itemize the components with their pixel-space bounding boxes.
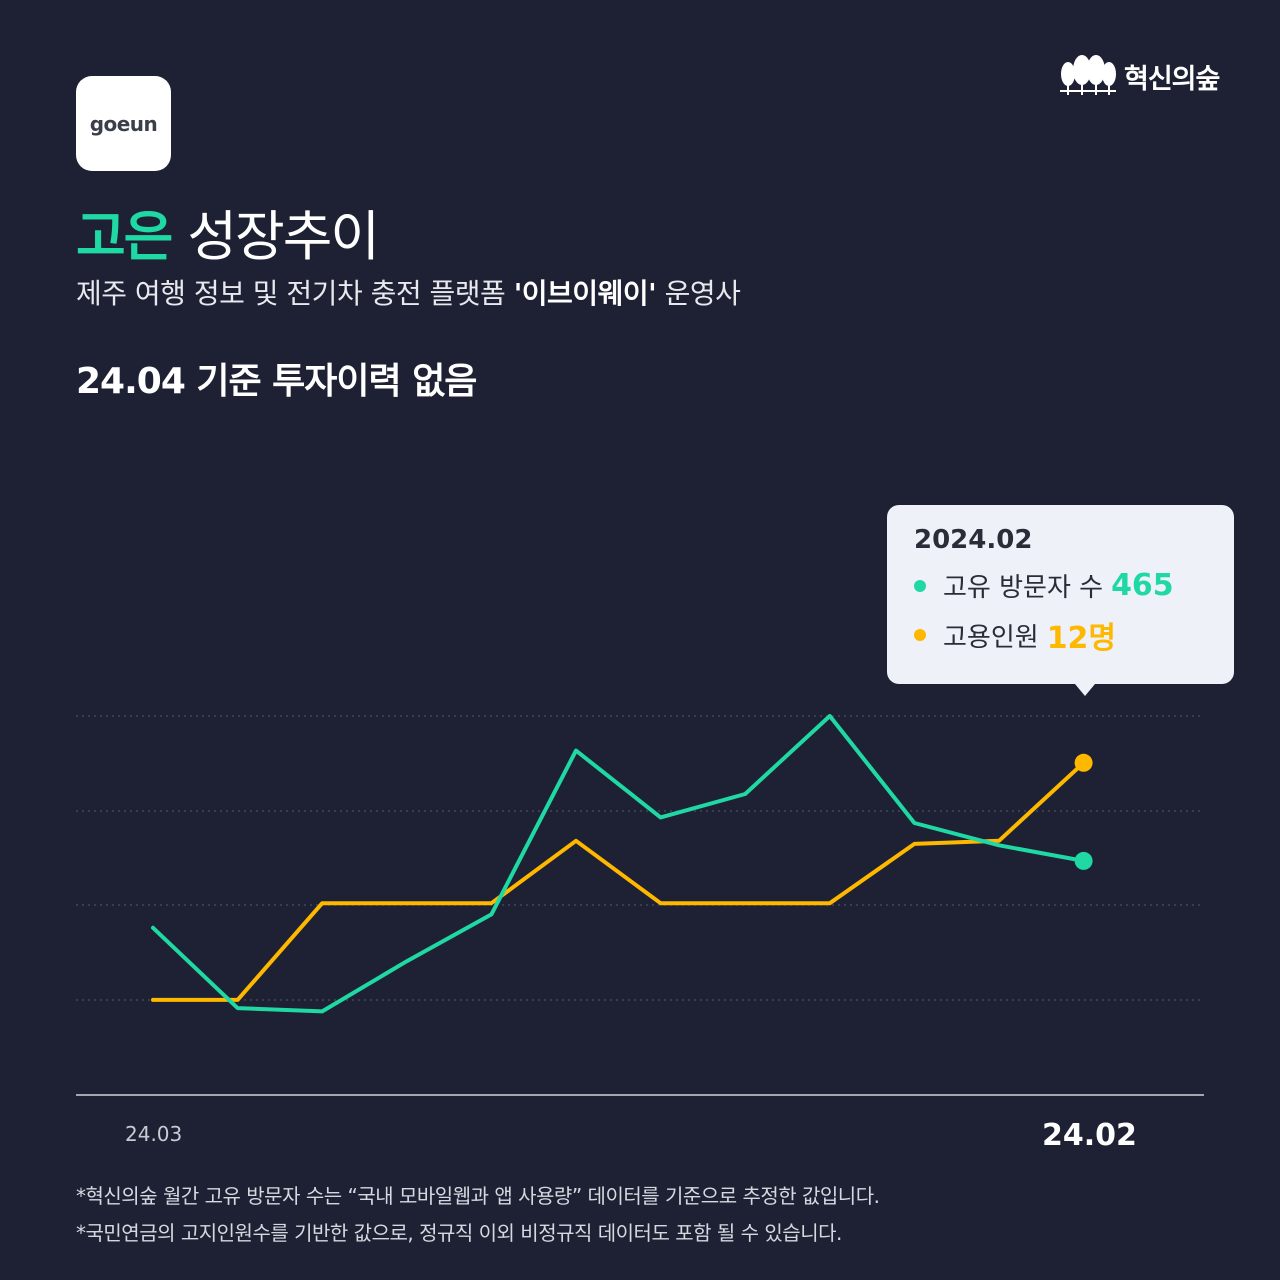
employees-label: 고용인원 — [943, 622, 1039, 653]
visitors-value: 465 — [1111, 568, 1174, 603]
employees-last-point — [1074, 753, 1093, 772]
brand-logo: 혁신의숲 — [1058, 52, 1238, 100]
employees-series-line — [151, 760, 1086, 1002]
footnote-visitors: *혁신의숲 월간 고유 방문자 수는 “국내 모바일웹과 앱 사용량” 데이터를… — [76, 1184, 880, 1208]
subtitle-bold: '이브이웨이' — [513, 277, 657, 310]
x-tick-label-end: 24.02 — [1042, 1118, 1137, 1153]
visitors-series-line — [151, 714, 1086, 1014]
page-title: 고은 성장추이 — [76, 192, 380, 268]
employees-legend-dot — [914, 629, 926, 641]
visitors-label: 고유 방문자 수 — [943, 573, 1104, 603]
tooltip-date: 2024.02 — [914, 525, 1033, 555]
data-tooltip: 2024.02 고유 방문자 수 465 고용인원 12명 — [887, 505, 1234, 696]
investment-status: 24.04 기준 투자이력 없음 — [76, 361, 477, 402]
employees-value: 12명 — [1046, 621, 1117, 656]
title-suffix: 성장추이 — [187, 205, 380, 268]
visitors-last-point — [1074, 851, 1093, 870]
tooltip-visitors-row: 고유 방문자 수 465 — [914, 567, 1174, 604]
visitors-legend-dot — [914, 579, 926, 592]
x-tick-label-start: 24.03 — [125, 1122, 183, 1146]
company-description: 제주 여행 정보 및 전기차 충전 플랫폼 '이브이웨이' 운영사 — [76, 272, 741, 312]
subtitle-pre: 제주 여행 정보 및 전기차 충전 플랫폼 — [76, 277, 514, 310]
company-logo: goeun — [76, 76, 171, 171]
company-name: 고은 — [76, 205, 173, 268]
tooltip-employees-row: 고용인원 12명 — [914, 613, 1116, 657]
forest-trees-icon — [1060, 55, 1116, 95]
brand-name: 혁신의숲 — [1124, 63, 1220, 95]
footnote-employees: *국민연금의 고지인원수를 기반한 값으로, 정규직 이외 비정규직 데이터도 … — [76, 1221, 842, 1245]
subtitle-post: 운영사 — [656, 277, 741, 310]
company-logo-text: goeun — [89, 111, 158, 136]
